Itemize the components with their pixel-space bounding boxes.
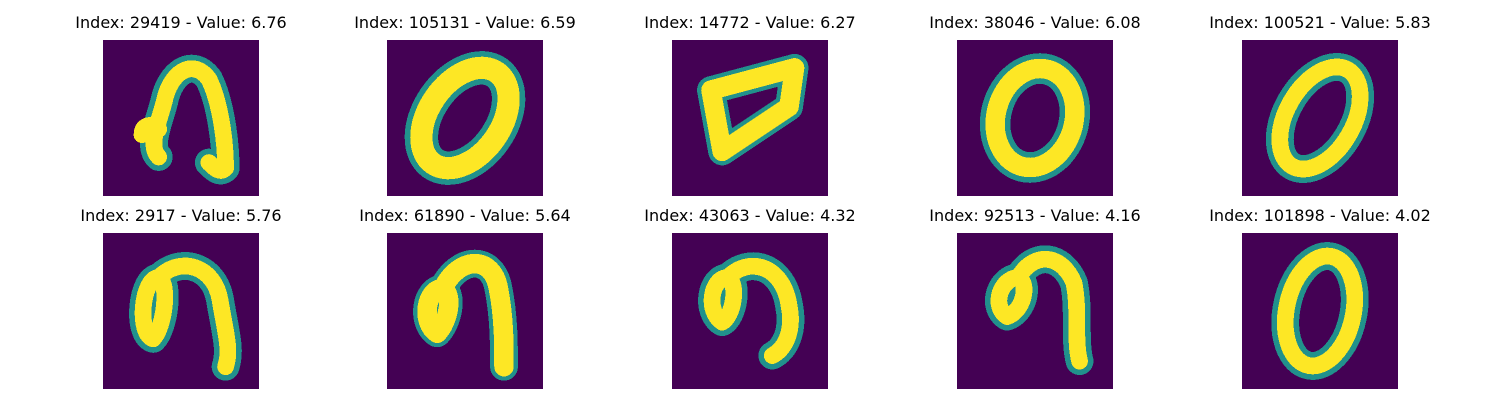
panel-title: Index: 101898 - Value: 4.02 <box>1209 206 1431 225</box>
digit-image <box>957 233 1113 389</box>
panel-title: Index: 61890 - Value: 5.64 <box>359 206 571 225</box>
digit-image <box>103 233 259 389</box>
panel-title: Index: 92513 - Value: 4.16 <box>929 206 1141 225</box>
image-panel: Index: 29419 - Value: 6.76 <box>41 13 321 203</box>
digit-image <box>387 233 543 389</box>
panel-title: Index: 29419 - Value: 6.76 <box>75 13 287 32</box>
image-panel: Index: 61890 - Value: 5.64 <box>325 206 605 396</box>
panel-title: Index: 38046 - Value: 6.08 <box>929 13 1141 32</box>
image-panel: Index: 2917 - Value: 5.76 <box>41 206 321 396</box>
panel-title: Index: 100521 - Value: 5.83 <box>1209 13 1431 32</box>
image-panel: Index: 105131 - Value: 6.59 <box>325 13 605 203</box>
digit-image <box>1242 233 1398 389</box>
digit-image <box>1242 40 1398 196</box>
digit-image <box>672 40 828 196</box>
image-panel: Index: 100521 - Value: 5.83 <box>1180 13 1460 203</box>
image-panel: Index: 101898 - Value: 4.02 <box>1180 206 1460 396</box>
digit-image <box>672 233 828 389</box>
image-panel: Index: 92513 - Value: 4.16 <box>895 206 1175 396</box>
panel-title: Index: 2917 - Value: 5.76 <box>80 206 282 225</box>
image-panel: Index: 14772 - Value: 6.27 <box>610 13 890 203</box>
digit-image <box>103 40 259 196</box>
panel-title: Index: 43063 - Value: 4.32 <box>644 206 856 225</box>
panel-title: Index: 105131 - Value: 6.59 <box>354 13 576 32</box>
image-panel: Index: 38046 - Value: 6.08 <box>895 13 1175 203</box>
panel-title: Index: 14772 - Value: 6.27 <box>644 13 856 32</box>
image-panel: Index: 43063 - Value: 4.32 <box>610 206 890 396</box>
digit-image <box>387 40 543 196</box>
digit-image <box>957 40 1113 196</box>
